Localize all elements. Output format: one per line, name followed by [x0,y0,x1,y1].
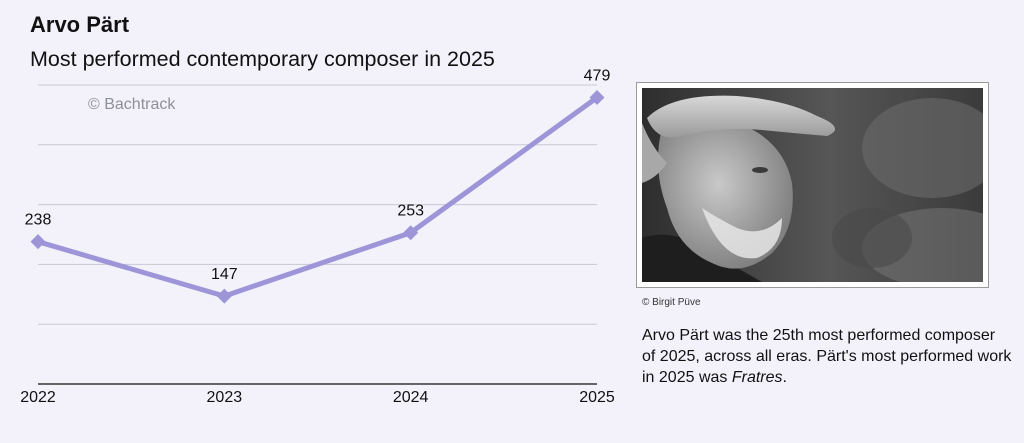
x-tick-label: 2024 [393,389,429,406]
x-tick-label: 2023 [207,389,243,406]
line-chart: © Bachtrack 2022 2023 2024 2025 238 147 253 479 [20,68,615,406]
watermark-label: © Bachtrack [88,96,176,113]
caption-text: Arvo Pärt was the 25th most performed co… [642,325,1012,388]
caption-work-title: Fratres [731,369,783,386]
chart-subtitle: Most performed contemporary composer in … [30,47,495,71]
data-point [216,288,232,304]
data-label: 238 [25,212,52,229]
photo-frame [636,82,989,288]
x-tick-label: 2022 [20,389,56,406]
data-point [30,234,46,250]
caption-text-end: . [782,369,787,386]
data-point [589,90,605,106]
data-label: 147 [211,266,238,283]
series-line [35,95,600,299]
data-label: 253 [397,203,424,220]
photo-credit: © Birgit Püve [642,297,701,308]
caption-text-main: Arvo Pärt was the 25th most performed co… [642,327,1012,386]
data-label: 479 [584,68,611,85]
chart-title: Arvo Pärt [30,12,130,37]
x-tick-label: 2025 [579,389,615,406]
composer-portrait-photo [642,88,983,282]
data-point [403,225,419,241]
